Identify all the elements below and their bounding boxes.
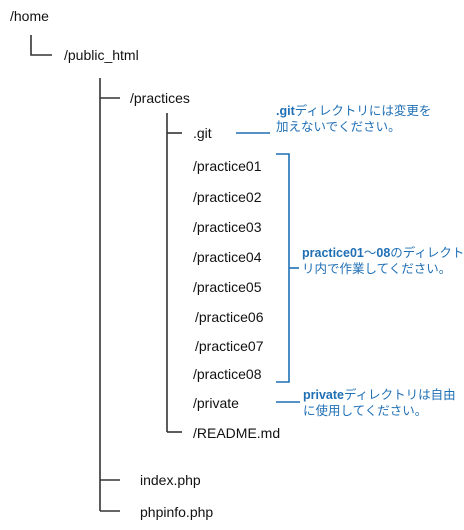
node-practice04: /practice04 bbox=[193, 249, 262, 265]
practice-note-bold2: 08 bbox=[376, 246, 391, 260]
node-public-html: /public_html bbox=[64, 47, 139, 63]
node-practices: /practices bbox=[130, 90, 190, 106]
practice-note-tilde: ～ bbox=[363, 246, 377, 260]
practice-note-line1: practice01～08のディレクト bbox=[302, 245, 464, 261]
private-note-line1: privateディレクトリは自由 bbox=[303, 387, 456, 403]
git-note-line1: .gitディレクトリには変更を bbox=[276, 103, 431, 119]
node-private: /private bbox=[193, 395, 239, 411]
git-note-line2: 加えないでください。 bbox=[276, 120, 401, 134]
node-index-php: index.php bbox=[140, 472, 201, 488]
node-practice08: /practice08 bbox=[193, 366, 262, 382]
node-readme: /README.md bbox=[193, 425, 281, 441]
node-practice01: /practice01 bbox=[193, 158, 262, 174]
node-practice05: /practice05 bbox=[193, 279, 262, 295]
private-note-bold: private bbox=[303, 388, 344, 402]
node-git: .git bbox=[193, 125, 212, 141]
practice-bracket bbox=[276, 153, 290, 383]
practice-note-line1-text: のディレクト bbox=[390, 246, 464, 260]
node-phpinfo-php: phpinfo.php bbox=[140, 504, 214, 520]
git-note-line1-text: ディレクトリには変更を bbox=[294, 104, 432, 118]
practice-note-bold1: practice01 bbox=[302, 246, 364, 260]
node-practice03: /practice03 bbox=[193, 219, 262, 235]
node-practice07: /practice07 bbox=[195, 338, 264, 354]
git-note-bold: .git bbox=[276, 104, 295, 118]
node-practice02: /practice02 bbox=[193, 189, 262, 205]
private-note-line1-text: ディレクトリは自由 bbox=[344, 388, 456, 402]
practice-note: practice01～08のディレクト リ内で作業してください。 bbox=[302, 245, 464, 277]
node-home: /home bbox=[10, 8, 49, 24]
connector-public-html bbox=[30, 35, 52, 56]
private-note: privateディレクトリは自由 に使用してください。 bbox=[303, 387, 456, 419]
node-practice06: /practice06 bbox=[195, 309, 264, 325]
git-note: .gitディレクトリには変更を 加えないでください。 bbox=[276, 103, 431, 135]
private-note-line2: に使用してください。 bbox=[303, 404, 428, 418]
practice-note-line2: リ内で作業してください。 bbox=[302, 262, 452, 276]
